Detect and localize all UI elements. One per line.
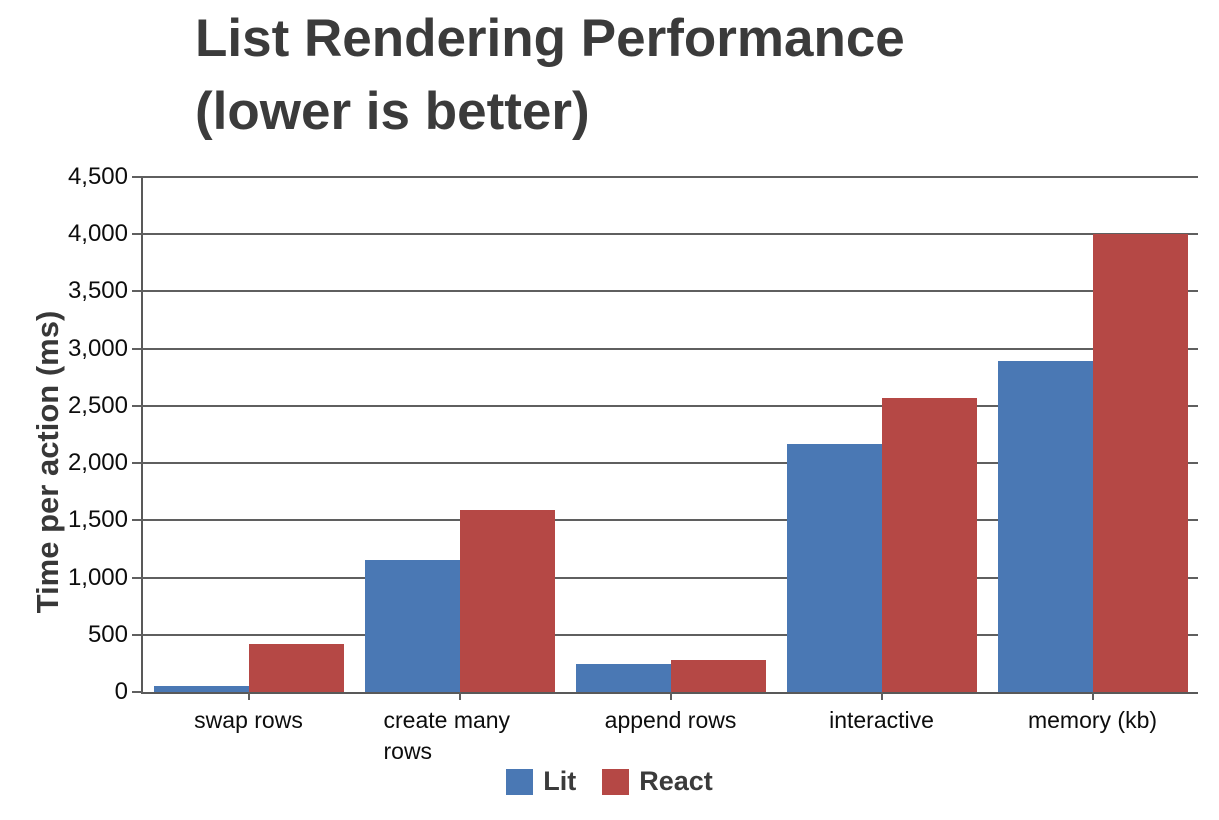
y-tick-mark-500 xyxy=(132,633,143,636)
plot-area: swap rows create many rows append rows inte… xyxy=(132,176,1198,764)
y-tick-label-2500: 2,500 xyxy=(67,391,128,419)
x-category-label-interactive: interactive xyxy=(829,707,934,733)
y-tick-label-500: 500 xyxy=(87,620,128,648)
gridline-4000 xyxy=(143,233,1198,236)
bar-lit-swap-rows xyxy=(153,686,249,692)
bar-react-interactive xyxy=(881,397,977,692)
y-tick-label-3000: 3,000 xyxy=(67,334,128,362)
bar-react-append-rows xyxy=(670,659,766,692)
gridline-3000 xyxy=(143,347,1198,350)
y-tick-mark-2500 xyxy=(132,404,143,407)
bar-lit-append-rows xyxy=(575,663,671,692)
y-tick-mark-2000 xyxy=(132,462,143,465)
gridline-500 xyxy=(143,633,1198,636)
y-tick-label-4000: 4,000 xyxy=(67,220,128,248)
bar-lit-interactive xyxy=(786,443,882,692)
bar-lit-create-many-rows xyxy=(364,560,460,692)
x-tick-mark-1 xyxy=(458,692,461,700)
bar-react-memory-kb- xyxy=(1092,234,1188,692)
x-category-label-append-rows: append rows xyxy=(604,707,737,733)
gridline-1000 xyxy=(143,576,1198,579)
legend-item-react: React xyxy=(602,766,713,797)
x-tick-mark-0 xyxy=(247,692,250,700)
x-category-label-create-many-rows: create many rows xyxy=(383,707,511,765)
x-category-label-memory-kb-: memory (kb) xyxy=(1027,707,1158,733)
y-tick-label-3500: 3,500 xyxy=(67,277,128,305)
y-tick-label-2000: 2,000 xyxy=(67,449,128,477)
legend-label-react: React xyxy=(639,766,713,796)
x-tick-mark-3 xyxy=(880,692,883,700)
chart-title: List Rendering Performance (lower is bet… xyxy=(195,2,905,148)
y-tick-mark-1000 xyxy=(132,576,143,579)
gridline-2000 xyxy=(143,462,1198,465)
x-tick-mark-4 xyxy=(1091,692,1094,700)
gridline-2500 xyxy=(143,404,1198,407)
legend-swatch-react xyxy=(602,768,630,795)
y-tick-mark-1500 xyxy=(132,519,143,522)
bar-react-swap-rows xyxy=(248,643,344,692)
bar-lit-memory-kb- xyxy=(997,361,1093,692)
y-tick-mark-4500 xyxy=(132,176,143,178)
legend-swatch-lit xyxy=(506,768,534,795)
y-tick-mark-4000 xyxy=(132,233,143,236)
x-tick-mark-2 xyxy=(669,692,672,700)
y-tick-label-1000: 1,000 xyxy=(67,563,128,591)
y-tick-mark-3000 xyxy=(132,347,143,350)
legend-label-lit: Lit xyxy=(543,766,577,796)
legend-item-lit: Lit xyxy=(506,766,576,797)
gridline-1500 xyxy=(143,519,1198,522)
y-tick-label-4500: 4,500 xyxy=(67,163,128,190)
gridline-4500 xyxy=(143,176,1198,178)
y-tick-mark-0 xyxy=(132,691,143,693)
y-tick-mark-3500 xyxy=(132,290,143,293)
y-tick-label-1500: 1,500 xyxy=(67,506,128,534)
bar-react-create-many-rows xyxy=(459,510,555,692)
x-category-label-swap-rows: swap rows xyxy=(194,707,303,733)
legend: Lit React xyxy=(0,766,1219,797)
chart-title-line1: List Rendering Performance xyxy=(195,9,905,68)
y-tick-label-0: 0 xyxy=(114,678,128,705)
gridline-3500 xyxy=(143,290,1198,293)
chart-title-line2: (lower is better) xyxy=(195,82,590,142)
